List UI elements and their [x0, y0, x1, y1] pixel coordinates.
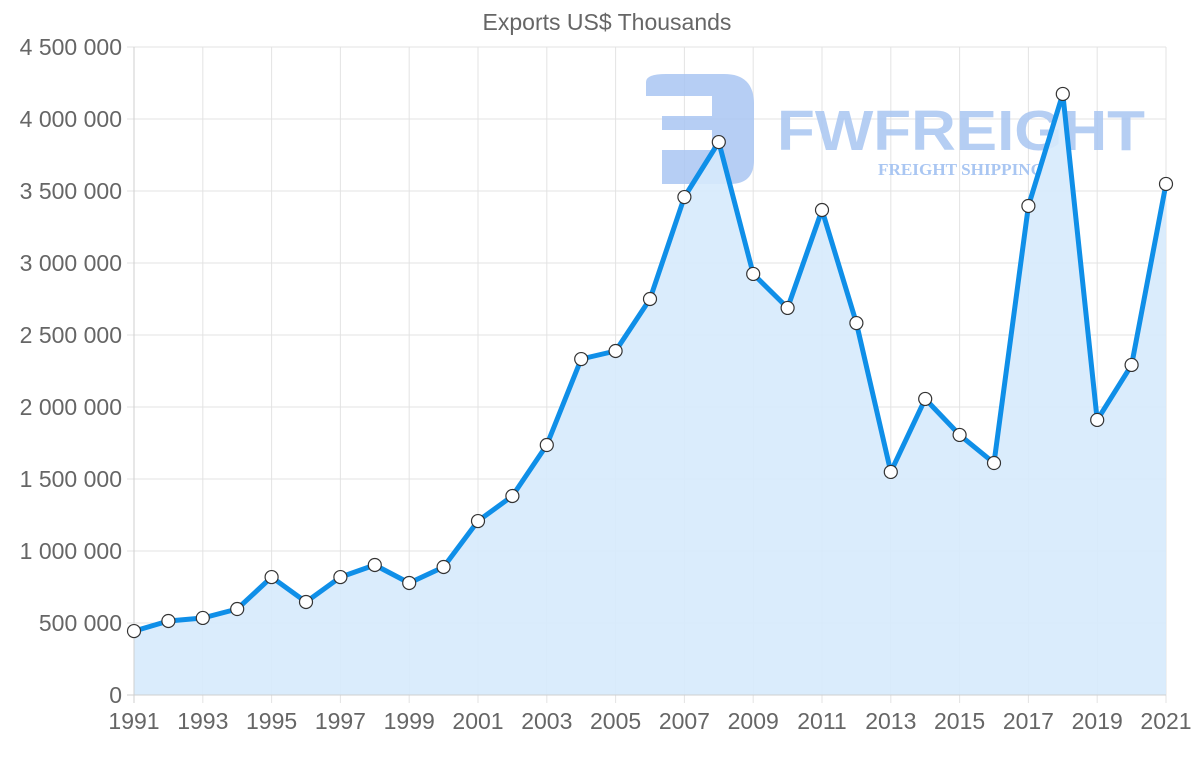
x-tick-label: 1995 — [246, 708, 297, 734]
x-tick-label: 1991 — [108, 708, 159, 734]
data-point-1992[interactable] — [161, 613, 176, 629]
x-tick-label: 2021 — [1140, 708, 1191, 734]
data-point-2006[interactable] — [642, 291, 658, 307]
x-tick-label: 1993 — [177, 708, 228, 734]
x-tick-label: 2019 — [1072, 708, 1123, 734]
y-tick-label: 2 500 000 — [20, 322, 122, 348]
data-point-2014[interactable] — [918, 391, 933, 407]
chart-title-group: Exports US$ Thousands — [483, 9, 732, 35]
data-point-2002[interactable] — [505, 488, 520, 504]
data-point-1991[interactable] — [126, 623, 142, 639]
axes: 0 500 000 1 000 000 1 500 000 2 000 000 2 500… — [20, 34, 1192, 734]
data-point-1997[interactable] — [333, 569, 348, 585]
data-point-2001[interactable] — [470, 513, 486, 529]
exports-area — [134, 93, 1166, 695]
x-tick-label: 2011 — [797, 708, 846, 734]
data-point-2008[interactable] — [711, 134, 726, 150]
data-point-2016[interactable] — [986, 455, 1002, 471]
data-point-markers — [126, 86, 1174, 639]
data-point-2004[interactable] — [574, 351, 589, 367]
x-tick-label: 2013 — [865, 708, 916, 734]
y-tick-label: 3 000 000 — [20, 250, 122, 276]
data-point-1996[interactable] — [298, 594, 314, 610]
data-point-2005[interactable] — [608, 343, 623, 359]
y-tick-label: 4 500 000 — [20, 34, 122, 60]
data-point-2017[interactable] — [1021, 198, 1036, 214]
watermark-tagline: FREIGHT SHIPPING — [878, 160, 1044, 179]
x-tick-label: 2007 — [659, 708, 710, 734]
x-tick-label: 1999 — [384, 708, 435, 734]
data-point-1995[interactable] — [264, 569, 279, 585]
data-point-2009[interactable] — [746, 266, 761, 282]
y-tick-label: 500 000 — [39, 610, 122, 636]
data-point-2010[interactable] — [780, 300, 795, 316]
x-tick-label: 2005 — [590, 708, 641, 734]
data-point-2000[interactable] — [436, 559, 451, 575]
data-point-1993[interactable] — [195, 610, 210, 626]
data-point-2021[interactable] — [1158, 176, 1174, 192]
watermark-brand-text: FWFREIGHT — [777, 99, 1145, 163]
data-point-2019[interactable] — [1090, 412, 1105, 428]
watermark: FWFREIGHT FREIGHT SHIPPING — [646, 74, 1145, 184]
data-point-1998[interactable] — [367, 557, 382, 573]
x-tick-label: 2009 — [728, 708, 779, 734]
y-tick-label: 4 000 000 — [20, 106, 122, 132]
chart-title: Exports US$ Thousands — [483, 9, 732, 35]
data-point-2013[interactable] — [883, 464, 898, 480]
data-point-2003[interactable] — [539, 437, 554, 453]
data-point-2012[interactable] — [849, 315, 864, 331]
y-tick-label: 3 500 000 — [20, 178, 122, 204]
data-point-1994[interactable] — [230, 601, 245, 617]
y-tick-label: 1 000 000 — [20, 538, 122, 564]
y-tick-label: 1 500 000 — [20, 466, 122, 492]
x-tick-label: 2003 — [521, 708, 572, 734]
x-tick-label: 1997 — [315, 708, 366, 734]
fwfreight-logo-icon — [646, 74, 754, 184]
x-tick-label: 2001 — [452, 708, 503, 734]
y-tick-label: 0 — [109, 682, 122, 708]
area-fill — [134, 93, 1166, 695]
x-tick-label: 2015 — [934, 708, 985, 734]
data-point-2011[interactable] — [814, 202, 830, 218]
data-point-2020[interactable] — [1124, 357, 1139, 373]
data-point-2018[interactable] — [1055, 86, 1070, 102]
y-tick-label: 2 000 000 — [20, 394, 122, 420]
data-point-1999[interactable] — [402, 575, 417, 591]
x-tick-label: 2017 — [1003, 708, 1054, 734]
data-point-2015[interactable] — [952, 427, 967, 443]
data-point-2007[interactable] — [677, 189, 692, 205]
